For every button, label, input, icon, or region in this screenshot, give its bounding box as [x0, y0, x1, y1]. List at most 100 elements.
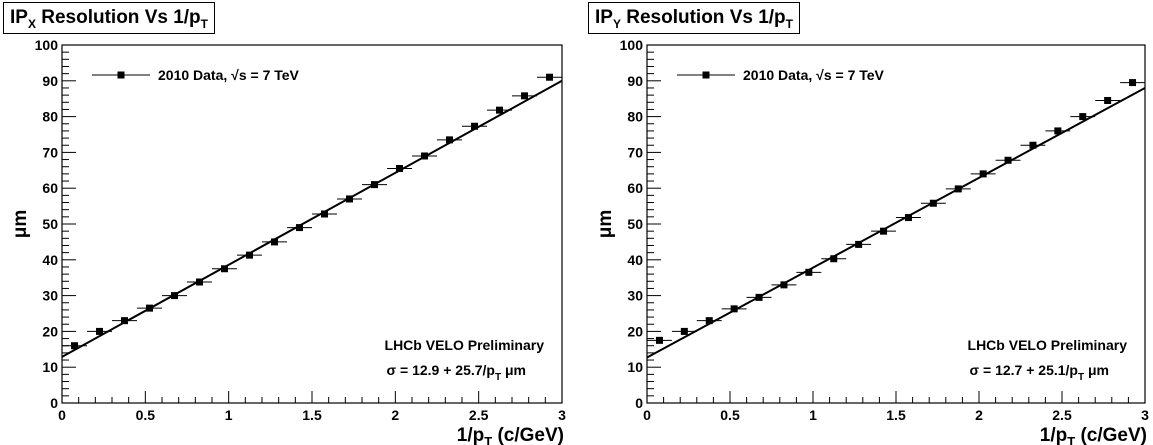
legend-marker: [702, 71, 710, 79]
y-tick-label: 90: [627, 73, 643, 89]
title-rest: Resolution Vs 1/p: [35, 7, 201, 28]
data-point: [296, 224, 303, 232]
y-tick-label: 80: [42, 109, 58, 125]
x-tick-label: 3: [558, 407, 566, 423]
x-axis-label: 1/pT (c/GeV): [457, 425, 564, 445]
data-point: [546, 73, 553, 81]
y-tick-label: 0: [50, 395, 58, 411]
data-point: [71, 342, 78, 350]
data-point: [246, 251, 253, 259]
data-point: [705, 317, 713, 325]
data-point: [421, 152, 428, 160]
title-subscript: Y: [612, 16, 621, 31]
data-point: [680, 327, 688, 335]
y-tick-label: 20: [42, 323, 58, 339]
data-point: [1129, 79, 1137, 87]
x-tick-label: 1.5: [302, 407, 322, 423]
y-tick-label: 0: [635, 395, 643, 411]
y-tick-label: 100: [620, 37, 644, 53]
data-point: [1079, 113, 1087, 121]
data-point: [371, 181, 378, 189]
chart-panel-ipy: IPY Resolution Vs 1/pT 0 10 20 30 40 50 60 70 80…: [585, 0, 1153, 445]
fit-label: σ = 12.7 + 25.1/pT μm: [970, 362, 1109, 383]
data-point: [755, 293, 763, 301]
x-tick-label: 2.5: [469, 407, 489, 423]
data-point: [471, 122, 478, 130]
title-rest: Resolution Vs 1/p: [620, 7, 786, 28]
title-subscript-t: T: [200, 16, 209, 31]
x-tick-label: 1.5: [886, 407, 906, 423]
x-tick-label: 0.5: [136, 407, 156, 423]
annotation-label: LHCb VELO Preliminary: [968, 337, 1128, 353]
y-tick-label: 80: [627, 109, 643, 125]
y-tick-label: 70: [42, 144, 58, 160]
y-tick-label: 40: [627, 252, 643, 268]
data-point: [271, 238, 278, 246]
data-point: [929, 199, 937, 207]
data-point: [855, 240, 863, 248]
data-point: [904, 214, 912, 222]
x-tick-label: 1: [225, 407, 233, 423]
chart-panel-ipx: IPX Resolution Vs 1/pT 0 10 20 30 40 50 60 70 80…: [0, 0, 576, 445]
title-subscript-t: T: [785, 16, 794, 31]
data-point: [446, 136, 453, 144]
data-point: [805, 268, 813, 276]
data-point: [196, 278, 203, 286]
x-tick-label: 2: [975, 407, 983, 423]
data-point: [146, 304, 153, 312]
fit-line: [646, 87, 1146, 359]
data-point: [979, 170, 987, 178]
y-tick-label: 50: [42, 216, 58, 232]
chart-title: IPX Resolution Vs 1/pT: [3, 2, 216, 34]
y-tick-label: 90: [42, 73, 58, 89]
legend-marker: [117, 71, 125, 79]
data-point: [496, 106, 503, 114]
x-tick-label: 0: [58, 407, 66, 423]
chart-svg: 0 10 20 30 40 50 60 70 80 90 100 0 0.5 1 1.5 2 2.5 3 μm 1/p…: [595, 37, 1149, 445]
y-tick-label: 40: [42, 252, 58, 268]
legend-label: 2010 Data, √s = 7 TeV: [743, 67, 885, 83]
y-tick-label: 60: [627, 180, 643, 196]
x-tick-label: 2.5: [1052, 407, 1072, 423]
y-tick-label: 70: [627, 144, 643, 160]
y-axis-label: μm: [10, 210, 31, 239]
data-point: [730, 305, 738, 313]
y-tick-label: 10: [42, 359, 58, 375]
y-tick-label: 100: [35, 37, 59, 53]
data-point: [830, 255, 838, 263]
title-subscript: X: [27, 16, 36, 31]
data-point: [780, 281, 788, 289]
data-point: [96, 327, 103, 335]
data-point: [321, 210, 328, 218]
x-tick-label: 0: [643, 407, 651, 423]
x-tick-label: 1: [809, 407, 817, 423]
x-tick-label: 0.5: [720, 407, 740, 423]
data-point: [221, 265, 228, 273]
legend-label: 2010 Data, √s = 7 TeV: [158, 67, 300, 83]
data-point: [1054, 127, 1062, 135]
chart-title: IPY Resolution Vs 1/pT: [588, 2, 801, 34]
fit-label: σ = 12.9 + 25.7/pT μm: [387, 362, 526, 383]
y-tick-label: 20: [627, 323, 643, 339]
data-point: [396, 165, 403, 173]
title-ip: IP: [595, 7, 613, 28]
data-point: [1104, 96, 1112, 104]
data-point: [346, 195, 353, 203]
data-point: [880, 227, 888, 235]
title-ip: IP: [10, 7, 28, 28]
x-tick-label: 3: [1141, 407, 1149, 423]
data-point: [171, 292, 178, 300]
data-point: [121, 317, 128, 325]
annotation-label: LHCb VELO Preliminary: [385, 337, 545, 353]
data-point: [1029, 141, 1037, 149]
y-tick-label: 30: [627, 288, 643, 304]
y-tick-label: 50: [627, 216, 643, 232]
fit-line: [61, 79, 563, 358]
data-point: [521, 92, 528, 100]
y-tick-label: 10: [627, 359, 643, 375]
y-tick-label: 30: [42, 288, 58, 304]
x-tick-label: 2: [391, 407, 399, 423]
chart-svg: 0 10 20 30 40 50 60 70 80 90 100 0 0.5 1 1.5 2 2.5 3 μm 1/p…: [10, 37, 566, 445]
data-point: [655, 336, 663, 344]
y-tick-label: 60: [42, 180, 58, 196]
